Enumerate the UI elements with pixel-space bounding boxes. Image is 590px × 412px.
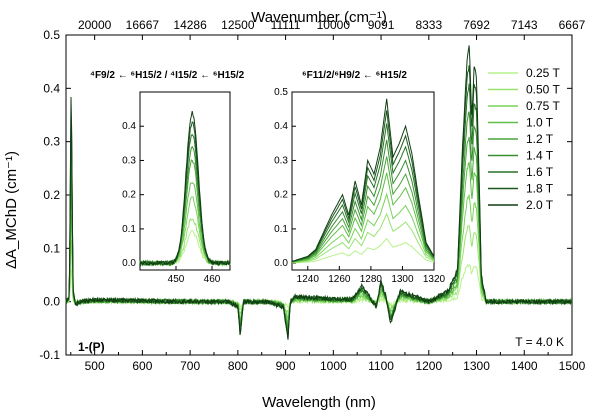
inset-left-series-line (139, 111, 231, 266)
legend-label: 1.2 T (526, 132, 554, 146)
legend-label: 1.4 T (526, 149, 554, 163)
top-tick-label: 10000 (317, 18, 351, 32)
inset-right-y-tick-label: 0.5 (274, 87, 288, 98)
legend-label: 1.6 T (526, 165, 554, 179)
inset-left-y-tick-label: 0.0 (122, 258, 136, 269)
x-tick-label: 1100 (368, 359, 394, 373)
legend-label: 1.8 T (526, 182, 554, 196)
top-tick-label: 7143 (511, 18, 538, 32)
inset-right-series-line (291, 172, 435, 263)
inset-right-series-line (291, 156, 435, 263)
x-tick-label: 900 (276, 359, 296, 373)
x-tick-label: 800 (228, 359, 248, 373)
inset-right-x-tick-label: 1320 (423, 274, 446, 285)
top-tick-label: 9091 (368, 18, 395, 32)
x-axis-title: Wavelength (nm) (262, 394, 376, 411)
legend-label: 2.0 T (526, 198, 554, 212)
inset-left-y-tick-label: 0.3 (122, 155, 136, 166)
top-axis-title: Wavenumber (cm⁻¹) (251, 9, 387, 26)
top-tick-label: 6667 (559, 18, 586, 32)
top-tick-label: 14286 (173, 18, 207, 32)
y-tick-label: 0.0 (43, 295, 60, 309)
inset-right-y-tick-label: 0.1 (274, 224, 288, 235)
inset-right-x-tick-label: 1280 (360, 274, 383, 285)
x-tick-label: 1500 (559, 359, 586, 373)
x-tick-label: 1400 (511, 359, 538, 373)
legend-label: 0.75 T (526, 99, 560, 113)
y-axis-title: ΔA_MChD (cm⁻¹) (3, 151, 20, 269)
inset-left-x-tick-label: 450 (168, 274, 185, 285)
inset-right-series-line (291, 139, 435, 263)
x-tick-label: 700 (180, 359, 200, 373)
inset-right-y-tick-label: 0.4 (274, 121, 288, 132)
y-tick-label: 0.3 (43, 135, 60, 149)
main-series-line (65, 45, 572, 340)
inset-right-x-tick-label: 1240 (297, 274, 320, 285)
inset-right-series-line (292, 212, 435, 264)
annotation-transition-right: ⁶F11/2/⁶H9/2 ← ⁶H15/2 (302, 70, 407, 81)
top-tick-label: 7692 (463, 18, 490, 32)
annotation-sample: 1-(P) (78, 340, 105, 354)
top-tick-label: 20000 (78, 18, 112, 32)
x-tick-label: 1300 (463, 359, 490, 373)
top-tick-label: 8333 (415, 18, 442, 32)
x-tick-label: 1000 (320, 359, 347, 373)
x-tick-label: 1200 (415, 359, 442, 373)
y-tick-label: 0.5 (43, 28, 60, 42)
y-tick-label: -0.1 (39, 348, 60, 362)
inset-right-y-tick-label: 0.2 (274, 190, 288, 201)
legend-label: 1.0 T (526, 116, 554, 130)
inset-right-series-line (292, 237, 435, 264)
inset-right-x-tick-label: 1300 (391, 274, 414, 285)
legend-label: 0.50 T (526, 83, 560, 97)
inset-left-y-tick-label: 0.1 (122, 224, 136, 235)
y-tick-label: 0.2 (43, 188, 60, 202)
x-tick-label: 600 (132, 359, 152, 373)
legend-label: 0.25 T (526, 66, 560, 80)
y-tick-label: 0.4 (43, 81, 60, 95)
x-tick-label: 500 (85, 359, 105, 373)
inset-right-y-tick-label: 0.3 (274, 155, 288, 166)
inset-right-x-tick-label: 1260 (328, 274, 351, 285)
inset-right-series-line (291, 192, 435, 263)
inset-right-series-line (291, 110, 435, 263)
top-tick-label: 16667 (126, 18, 160, 32)
top-tick-label: 11111 (271, 18, 301, 32)
inset-right-y-tick-label: 0.0 (274, 258, 288, 269)
top-tick-label: 12500 (221, 18, 255, 32)
inset-left-y-tick-label: 0.2 (122, 190, 136, 201)
y-tick-label: 0.1 (43, 241, 60, 255)
inset-right-series-line (291, 123, 435, 263)
inset-left-y-tick-label: 0.4 (122, 121, 136, 132)
annotation-transition-left: ⁴F9/2 ← ⁶H15/2 / ⁴I15/2 ← ⁶H15/2 (90, 70, 245, 81)
inset-right-series-line (291, 98, 435, 262)
inset-right-frame (291, 91, 435, 271)
legend: 0.25 T 0.50 T 0.75 T 1.0 T 1.2 T 1.4 T 1.6 T 1.… (488, 66, 560, 212)
inset-left-x-tick-label: 460 (204, 274, 221, 285)
annotation-temperature: T = 4.0 K (515, 335, 564, 349)
